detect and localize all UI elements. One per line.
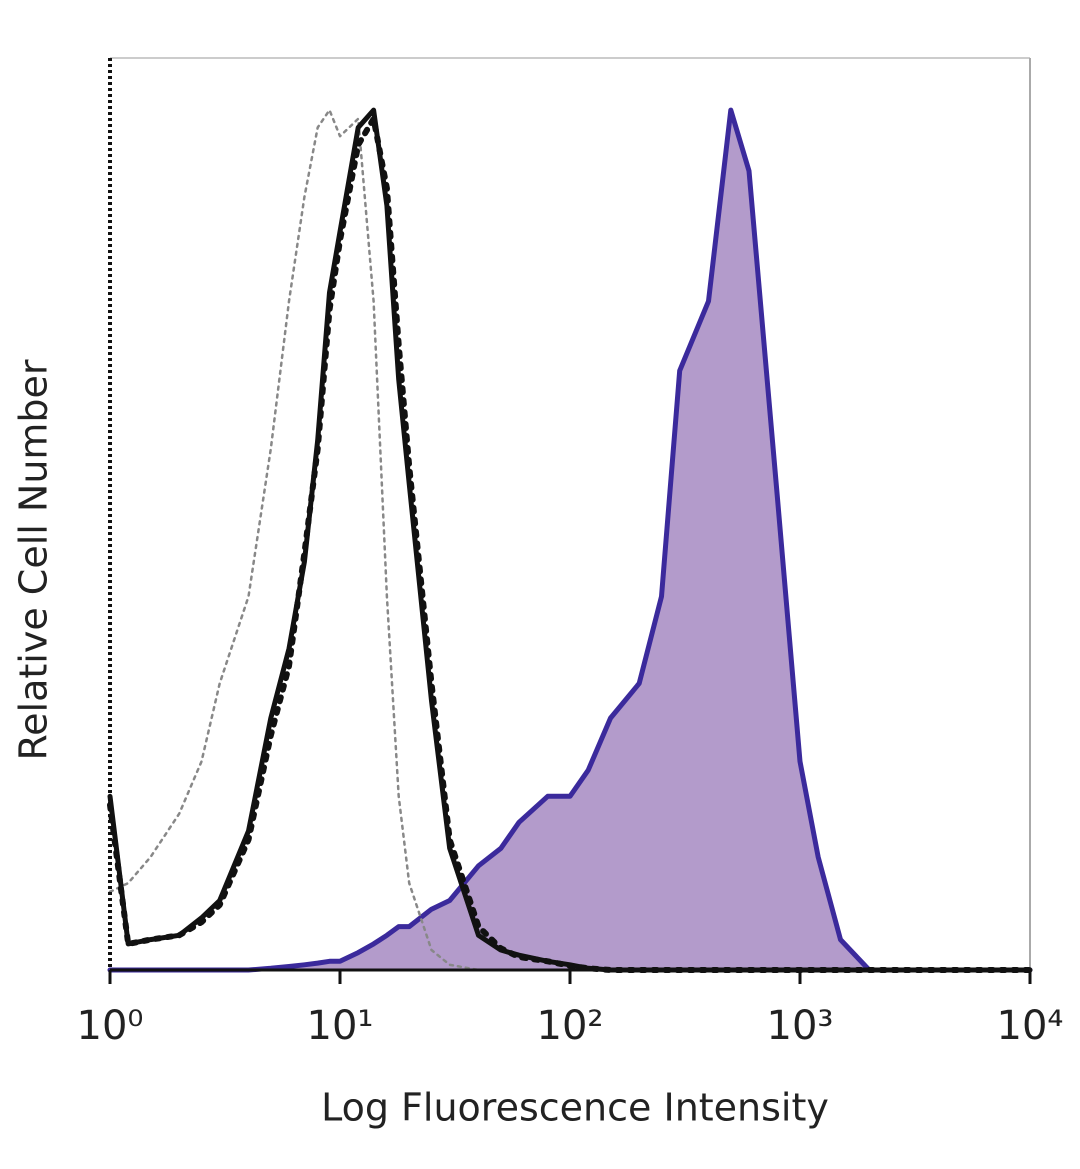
y-axis-label: Relative Cell Number [12,359,56,760]
x-tick-label: 10⁴ [997,1003,1064,1049]
x-axis-label: Log Fluorescence Intensity [321,1086,829,1130]
x-tick-label: 10³ [767,1003,834,1049]
x-tick-label: 10¹ [307,1003,374,1049]
x-tick-label: 10⁰ [77,1003,144,1049]
x-tick-label: 10² [537,1003,604,1049]
